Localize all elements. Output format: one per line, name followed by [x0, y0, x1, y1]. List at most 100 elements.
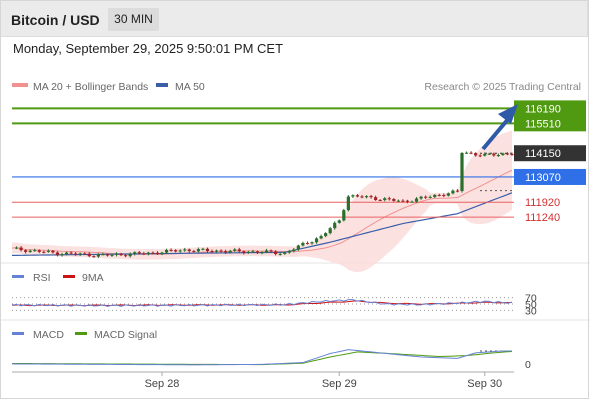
candle [196, 249, 200, 252]
candle [205, 248, 210, 252]
chart-title: Bitcoin / USD [11, 12, 100, 28]
candle [337, 220, 341, 223]
candle [64, 252, 69, 255]
macd-line [11, 349, 512, 366]
x-tick-label: Sep 28 [145, 378, 180, 390]
candle [346, 196, 350, 211]
candle [442, 195, 446, 197]
candle [169, 249, 173, 251]
candle [483, 153, 487, 156]
candle [310, 242, 314, 244]
candle [60, 254, 64, 256]
candle [387, 198, 391, 200]
target-arrow-head [498, 104, 518, 124]
candle [14, 247, 19, 249]
candle [24, 250, 28, 252]
rsi-ma-line [11, 300, 513, 307]
candle [437, 194, 441, 196]
legend-swatch-macd [12, 332, 24, 335]
candle [192, 251, 196, 253]
price-label-resistance: 116190 [525, 103, 561, 115]
candle [464, 152, 469, 154]
candle [255, 251, 260, 253]
candle [287, 251, 291, 253]
candle [428, 196, 432, 198]
candle [42, 251, 46, 253]
candle [96, 254, 100, 257]
candle [210, 251, 214, 253]
candle [451, 190, 455, 194]
legend-swatch-rsi [12, 275, 24, 278]
candle [455, 190, 460, 192]
x-tick-label: Sep 29 [322, 378, 357, 390]
candle [151, 252, 155, 254]
ma20-line [11, 169, 513, 255]
candle [378, 199, 382, 201]
candle [137, 252, 141, 254]
timeframe-button[interactable]: 30 MIN [108, 8, 159, 31]
candle [146, 252, 150, 254]
candle [369, 196, 373, 198]
candle [83, 253, 87, 255]
candle [469, 152, 473, 154]
candle [133, 252, 137, 254]
candle [501, 153, 505, 156]
candle [414, 198, 419, 202]
rsi-tick-label: 30 [525, 305, 537, 317]
legend-bollinger: MA 20 + Bollinger Bands [33, 81, 148, 93]
candle [33, 250, 37, 252]
candle [328, 228, 332, 234]
candle [110, 254, 114, 256]
candle [283, 252, 287, 254]
candle [242, 251, 246, 253]
candle [160, 252, 164, 255]
legend-rsi: RSI [33, 272, 51, 284]
candle [351, 195, 355, 197]
candle [410, 201, 414, 203]
candle [155, 252, 160, 255]
price-tag-pivot [514, 168, 586, 185]
candle [92, 256, 96, 258]
price-label-support: 111920 [525, 197, 560, 209]
candle [46, 250, 50, 252]
candle [274, 251, 278, 255]
candle [55, 252, 60, 256]
candle [219, 250, 223, 252]
candle [433, 194, 437, 197]
price-tag-resistance [514, 100, 586, 117]
candle [260, 252, 264, 254]
candle [78, 253, 82, 255]
candle [142, 253, 146, 255]
candle [405, 200, 410, 202]
candle [224, 251, 228, 253]
candle [28, 250, 32, 252]
candle [424, 196, 428, 198]
price-tag-resistance [514, 115, 586, 132]
legend-macd: MACD [33, 329, 64, 341]
candle [446, 193, 450, 196]
candle [37, 250, 41, 252]
legend-rsi-ma: 9MA [82, 272, 104, 284]
price-tag-current [514, 145, 586, 162]
legend-ma50: MA 50 [175, 81, 205, 93]
candle [101, 254, 105, 256]
copyright-text: Research © 2025 Trading Central [424, 81, 581, 93]
candle [296, 245, 300, 250]
candle [187, 249, 191, 252]
candle [419, 196, 423, 199]
legend-swatch-bollinger [12, 83, 28, 87]
candle [51, 250, 55, 253]
candle [292, 249, 296, 252]
candle [401, 200, 405, 202]
candle [396, 200, 400, 202]
candle [342, 210, 346, 221]
candle [164, 249, 169, 253]
candle [305, 242, 310, 244]
candle [105, 254, 110, 256]
price-label-resistance: 115510 [525, 118, 561, 130]
candle [487, 153, 491, 155]
price-label-current: 114150 [525, 148, 561, 160]
candle [214, 250, 219, 252]
candle [178, 250, 182, 252]
